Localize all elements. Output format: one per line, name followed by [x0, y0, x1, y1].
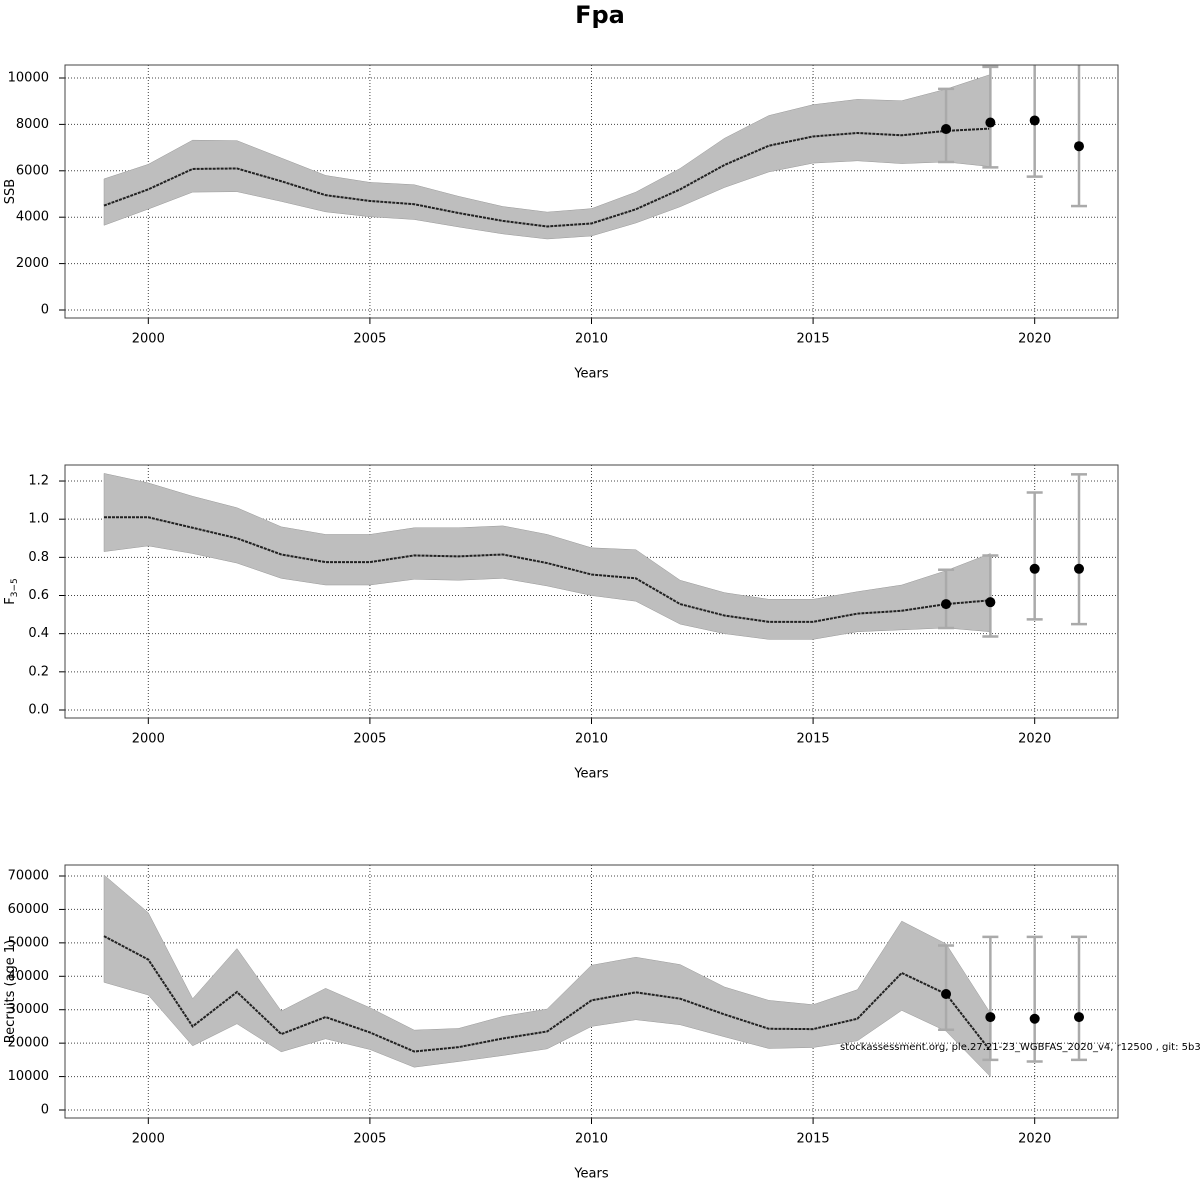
footnote: stockassessment.org, ple.27.21-23_WGBFAS… — [840, 1042, 1200, 1053]
panel — [65, 465, 1118, 718]
panel — [65, 65, 1118, 318]
y-axis-label: Recruits (age 1) — [3, 940, 18, 1044]
y-tick-label: 0.2 — [28, 664, 49, 679]
y-tick-label: 0 — [41, 302, 49, 317]
y-tick-label: 1.0 — [28, 512, 49, 527]
y-tick-label: 0.4 — [28, 626, 49, 641]
y-tick-label: 1.2 — [28, 474, 49, 489]
x-tick-label: 2015 — [797, 732, 830, 747]
x-tick-label: 2010 — [575, 1132, 608, 1147]
figure-title: Fpa — [575, 1, 625, 29]
forecast-point — [985, 597, 996, 608]
x-tick-label: 2005 — [353, 332, 386, 347]
x-tick-label: 2000 — [132, 1132, 165, 1147]
y-tick-label: 8000 — [16, 117, 49, 132]
plot-frame — [64, 464, 1119, 719]
y-tick-label: 0 — [41, 1103, 49, 1118]
forecast-point — [1074, 1012, 1084, 1023]
y-tick-label: 40000 — [8, 969, 49, 984]
x-axis-label: Years — [573, 367, 609, 382]
x-tick-label: 2015 — [797, 1132, 830, 1147]
x-tick-label: 2020 — [1018, 732, 1051, 747]
forecast-point — [985, 117, 996, 128]
x-tick-label: 2020 — [1018, 1132, 1051, 1147]
y-axis-label-main: F — [3, 597, 18, 604]
x-tick-label: 2010 — [575, 732, 608, 747]
confidence-band — [103, 874, 991, 1078]
x-tick-label: 2000 — [132, 732, 165, 747]
forecast-point — [1029, 1013, 1040, 1024]
forecast-point — [1074, 141, 1084, 152]
y-axis-label-main: SSB — [3, 179, 18, 204]
panel — [65, 865, 1118, 1118]
y-axis-label-main: Recruits (age 1) — [3, 940, 18, 1044]
forecast-point — [941, 124, 952, 135]
y-tick-label: 60000 — [8, 902, 49, 917]
plot-frame — [64, 64, 1119, 319]
y-tick-label: 50000 — [8, 935, 49, 950]
plot-frame — [64, 864, 1119, 1119]
y-tick-label: 0.8 — [28, 550, 49, 565]
y-tick-label: 0.6 — [28, 588, 49, 603]
forecast-point — [1029, 115, 1040, 126]
forecast-point — [941, 989, 952, 1000]
y-axis-label: F3−5 — [3, 578, 20, 604]
x-axis-label: Years — [573, 1167, 609, 1182]
y-tick-label: 2000 — [16, 256, 49, 271]
confidence-band — [103, 473, 991, 640]
x-tick-label: 2005 — [353, 732, 386, 747]
y-tick-label: 10000 — [8, 70, 49, 85]
y-tick-label: 0.0 — [28, 702, 49, 717]
y-tick-label: 10000 — [8, 1069, 49, 1084]
x-tick-label: 2015 — [797, 332, 830, 347]
y-tick-label: 30000 — [8, 1002, 49, 1017]
forecast-point — [1029, 563, 1040, 574]
x-tick-label: 2000 — [132, 332, 165, 347]
forecast-point — [1074, 563, 1084, 574]
y-axis-label-sub: 3−5 — [10, 578, 20, 597]
estimate-line — [103, 127, 991, 228]
y-tick-label: 70000 — [8, 868, 49, 883]
x-axis-label: Years — [573, 767, 609, 782]
y-tick-label: 6000 — [16, 163, 49, 178]
x-tick-label: 2010 — [575, 332, 608, 347]
confidence-band — [103, 74, 991, 240]
estimate-line — [103, 935, 992, 1053]
estimate-line — [104, 516, 991, 623]
y-tick-label: 4000 — [16, 210, 49, 225]
y-axis-label: SSB — [3, 179, 18, 204]
forecast-point — [985, 1012, 996, 1023]
y-tick-label: 20000 — [8, 1036, 49, 1051]
x-tick-label: 2020 — [1018, 332, 1051, 347]
x-tick-label: 2005 — [353, 1132, 386, 1147]
forecast-point — [941, 599, 952, 610]
